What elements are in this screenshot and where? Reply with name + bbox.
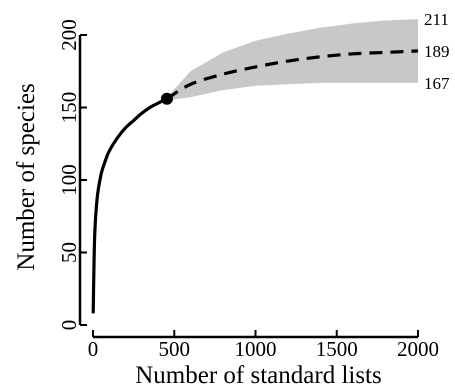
end-label: 167 [424,74,450,93]
x-tick-label: 1000 [235,337,277,361]
y-tick-label: 150 [57,92,81,124]
y-tick-label: 200 [57,19,81,51]
observed-curve [91,97,168,314]
x-tick-label: 1500 [316,337,358,361]
observed-endpoint-marker [160,92,173,105]
y-tick-label: 0 [57,320,81,331]
y-tick-label: 50 [57,242,81,263]
x-tick-label: 2000 [397,337,439,361]
x-ticks: 0 500 1000 1500 2000 [88,330,439,361]
end-labels: 211 189 167 [424,10,450,93]
y-ticks: 0 50 100 150 200 [57,19,87,330]
x-tick-label: 500 [159,337,191,361]
x-tick-label: 0 [88,337,99,361]
y-tick-label: 100 [57,164,81,196]
end-label: 189 [424,42,450,61]
y-axis-label: Number of species [13,83,40,270]
end-label: 211 [424,10,449,29]
extrapolated-curve [166,49,419,101]
x-axis-label: Number of standard lists [135,362,381,389]
